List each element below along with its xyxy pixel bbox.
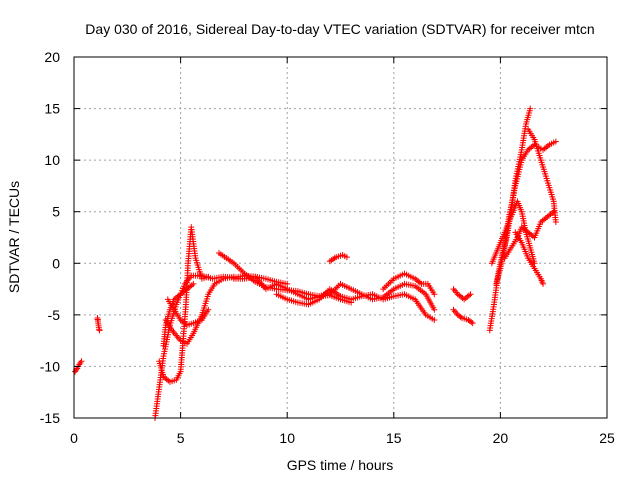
data-point (205, 273, 212, 280)
data-point (468, 319, 475, 326)
data-point (527, 105, 534, 112)
y-tick-label: 0 (52, 255, 60, 271)
y-tick-label: 20 (44, 49, 60, 65)
data-series-seg-17 (493, 138, 559, 287)
data-point (284, 280, 291, 287)
x-tick-label: 10 (279, 430, 295, 446)
data-point (78, 358, 85, 365)
x-axis-label: GPS time / hours (287, 457, 394, 473)
y-tick-label: 15 (44, 101, 60, 117)
x-tick-label: 20 (493, 430, 509, 446)
data-series-seg-9 (230, 273, 333, 303)
data-point (431, 317, 438, 324)
data-point (469, 320, 476, 327)
data-point (431, 306, 438, 313)
x-tick-label: 0 (70, 430, 78, 446)
data-point (552, 138, 559, 145)
plot-area (72, 105, 559, 421)
data-series-seg-3 (152, 272, 291, 421)
data-point (190, 280, 197, 287)
data-point (531, 260, 538, 267)
chart-title: Day 030 of 2016, Sidereal Day-to-day VTE… (85, 21, 594, 37)
data-series-seg-21 (512, 229, 547, 287)
plot-frame (73, 56, 608, 419)
data-series-seg-20 (525, 126, 559, 226)
data-series-seg-19 (501, 208, 557, 262)
data-series-seg-13 (380, 270, 438, 298)
data-point (96, 327, 103, 334)
data-point (457, 313, 464, 320)
data-point (467, 291, 474, 298)
data-series-seg-11 (326, 252, 350, 265)
x-tick-label: 25 (599, 430, 615, 446)
data-series-seg-14 (450, 306, 476, 327)
data-series-seg-5 (156, 224, 212, 385)
x-tick-label: 5 (177, 430, 185, 446)
data-series-seg-12 (326, 280, 438, 313)
data-point (552, 219, 559, 226)
y-tick-label: 10 (44, 152, 60, 168)
data-series-seg-7 (164, 296, 212, 329)
data-series-seg-2 (94, 314, 103, 334)
data-point (540, 280, 547, 287)
data-series-seg-15 (450, 286, 474, 303)
data-point (343, 254, 350, 261)
data-point (205, 306, 212, 313)
data-series-seg-18 (488, 198, 538, 267)
y-tick-label: 5 (52, 204, 60, 220)
series-track (495, 141, 557, 285)
grid (74, 57, 607, 418)
y-axis-label: SDTVAR / TECUs (6, 181, 22, 293)
y-tick-label: -5 (48, 307, 61, 323)
y-tick-label: -10 (40, 358, 60, 374)
x-tick-label: 15 (386, 430, 402, 446)
axes: 0 5 10 15 20 25 -15 -10 -5 0 5 10 15 20 (40, 49, 615, 446)
data-point (550, 208, 557, 215)
data-point (431, 291, 438, 298)
y-tick-label: -15 (40, 410, 60, 426)
